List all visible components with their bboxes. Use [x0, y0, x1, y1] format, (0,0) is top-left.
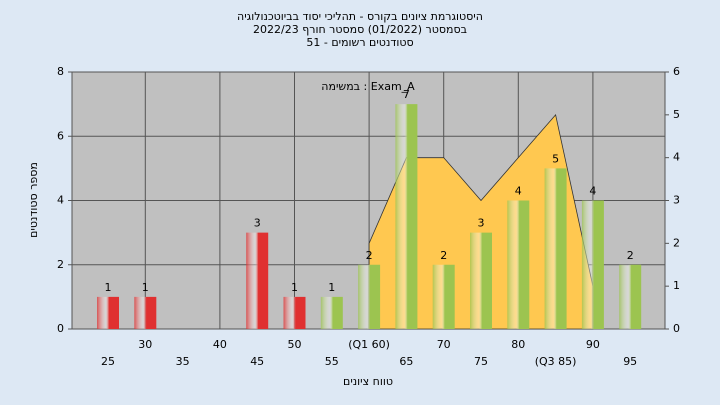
annotation: במשימה : Exam_A [321, 80, 415, 93]
x-tick-label: (Q1 60) [348, 338, 390, 351]
x-tick-label: 65 [399, 355, 413, 368]
y2-tick-label: 3 [673, 194, 680, 207]
x-tick-label: 35 [176, 355, 190, 368]
bar [320, 296, 343, 329]
bar [470, 232, 492, 329]
bar [544, 168, 567, 329]
bar [97, 296, 119, 329]
bar [134, 296, 157, 329]
x-axis-label: טווח ציונים [343, 375, 393, 388]
bar [358, 264, 381, 329]
y2-tick-label: 4 [673, 151, 680, 164]
data-label: 4 [515, 185, 522, 198]
x-tick-label: 70 [437, 338, 451, 351]
data-label: 2 [366, 249, 373, 262]
chart-subtitle: בסמסטר (01/2022) סמסטר חורף 2022/23 [253, 23, 467, 36]
y2-tick-label: 1 [673, 279, 680, 292]
data-label: 2 [627, 249, 634, 262]
y-tick-label: 2 [57, 258, 64, 271]
x-tick-label: 45 [250, 355, 264, 368]
data-label: 1 [105, 281, 112, 294]
x-tick-label: 40 [213, 338, 227, 351]
y2-tick-label: 5 [673, 108, 680, 121]
data-label: 2 [440, 249, 447, 262]
x-tick-label: 95 [623, 355, 637, 368]
y2-tick-label: 6 [673, 65, 680, 78]
data-label: 3 [478, 217, 485, 230]
y-tick-label: 4 [57, 194, 64, 207]
data-label: 7 [403, 88, 410, 101]
y-tick-label: 6 [57, 129, 64, 142]
data-label: 1 [328, 281, 335, 294]
x-tick-label: (Q3 85) [535, 355, 577, 368]
bar [507, 200, 530, 329]
bar [581, 200, 604, 329]
data-label: 5 [552, 152, 559, 165]
chart-subtitle: סטודנטים רשומים - 51 [306, 36, 413, 49]
x-tick-label: 80 [511, 338, 525, 351]
x-tick-label: 25 [101, 355, 115, 368]
bar [246, 232, 269, 329]
x-tick-label: 30 [138, 338, 152, 351]
y-tick-label: 8 [57, 65, 64, 78]
y-tick-label: 0 [57, 322, 64, 335]
x-tick-label: 75 [474, 355, 488, 368]
data-label: 4 [589, 185, 596, 198]
chart-title: היסטוגרמת ציונים בקורס - תהליכי יסוד בבי… [237, 10, 483, 23]
y2-tick-label: 0 [673, 322, 680, 335]
y2-tick-label: 2 [673, 236, 680, 249]
x-tick-label: 50 [288, 338, 302, 351]
x-tick-label: 90 [586, 338, 600, 351]
data-label: 3 [254, 217, 261, 230]
data-label: 1 [142, 281, 149, 294]
data-label: 1 [291, 281, 298, 294]
x-tick-label: 55 [325, 355, 339, 368]
bar [395, 104, 418, 329]
bar [619, 264, 642, 329]
y-axis-label: מספר סטודנטים [27, 162, 40, 238]
bar [432, 264, 455, 329]
bar [283, 296, 306, 329]
